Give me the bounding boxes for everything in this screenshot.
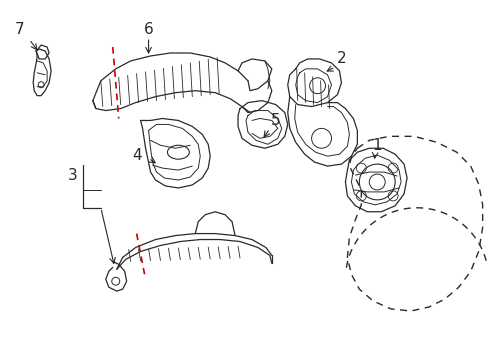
Text: 2: 2	[336, 51, 346, 67]
Text: 6: 6	[143, 22, 153, 37]
Text: 3: 3	[68, 167, 78, 183]
Text: 4: 4	[132, 148, 141, 163]
Text: 1: 1	[372, 138, 381, 153]
Text: 7: 7	[15, 22, 24, 37]
Text: 5: 5	[270, 113, 280, 128]
